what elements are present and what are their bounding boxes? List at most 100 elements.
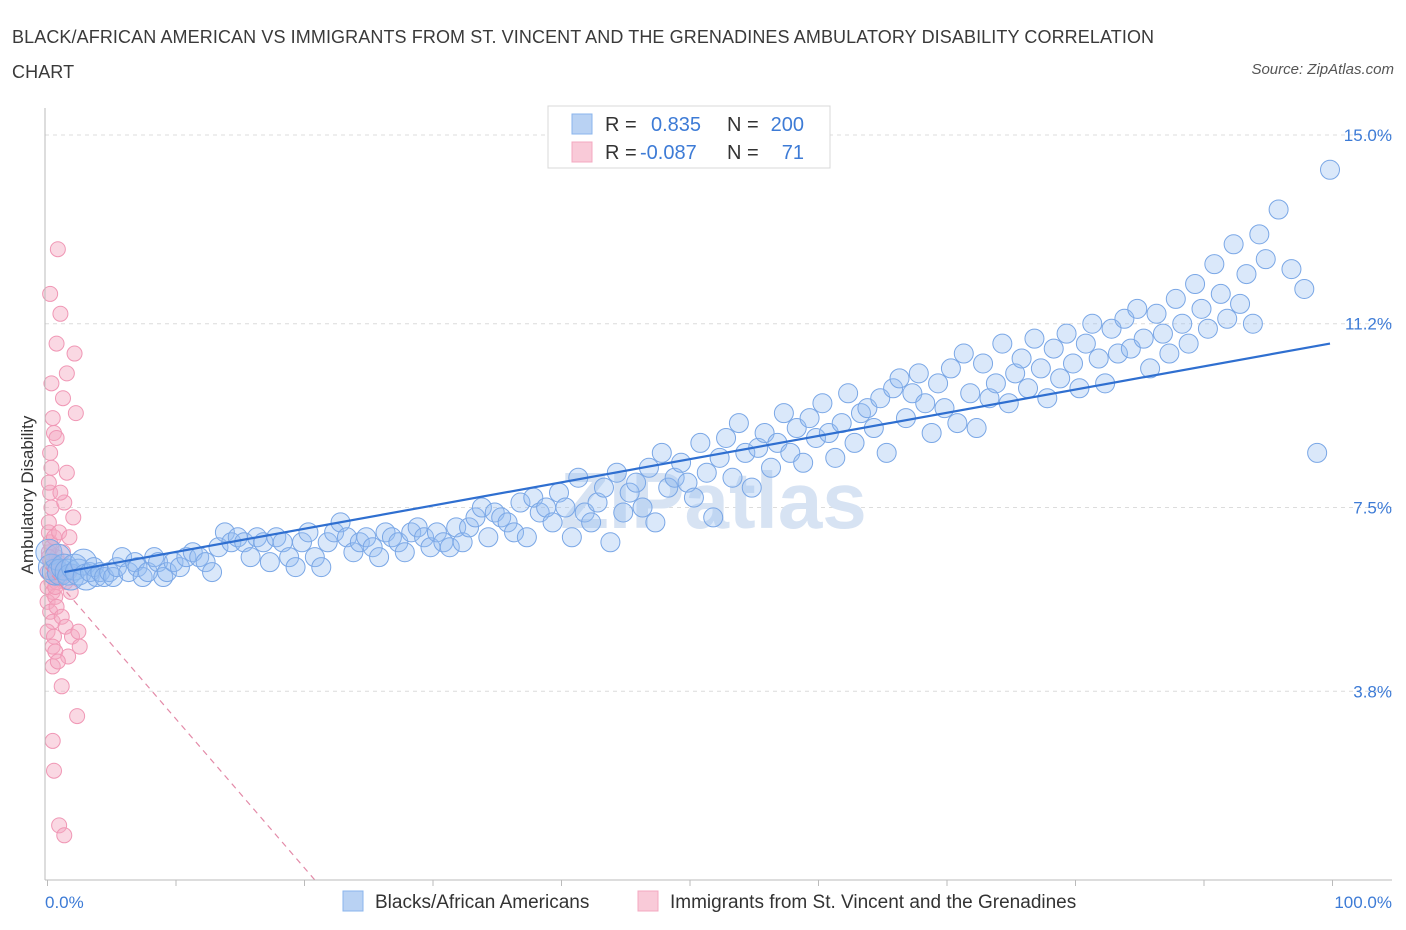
blue-point-107 [658,477,679,498]
correlation-legend: R = 0.835 N = 200 R = -0.087 N = 71 [547,105,831,169]
blue-point-167 [1043,338,1064,359]
blue-point-31 [169,557,190,578]
pink-point-51 [69,708,86,725]
pink-point-66 [70,623,87,640]
blue-series-points [35,159,1340,591]
legend-n-label-1: N = [727,114,759,136]
blue-point-188 [1178,333,1199,354]
y-tick-label-0: 3.8% [1353,682,1392,701]
blue-point-201 [1268,199,1289,220]
blue-point-197 [1236,264,1257,285]
blue-point-196 [1230,293,1251,314]
blue-point-82 [497,512,518,533]
pink-point-32 [53,608,70,625]
blue-point-152 [947,413,968,434]
blue-point-79 [478,527,499,548]
blue-point-116 [716,427,737,448]
blue-point-113 [696,462,717,483]
blue-point-105 [645,512,666,533]
blue-point-60 [356,527,377,548]
pink-series-points [39,241,88,844]
pink-point-61 [67,405,84,422]
blue-point-156 [973,353,994,374]
blue-point-123 [761,457,782,478]
blue-point-195 [1223,234,1244,255]
blue-point-111 [683,487,704,508]
blue-point-136 [844,432,865,453]
legend-swatch-blue [571,113,593,135]
blue-point-154 [960,383,981,404]
pink-point-33 [42,444,59,461]
blue-point-169 [1056,323,1077,344]
blue-point-53 [311,557,332,578]
x-tick-max: 100.0% [1334,893,1392,912]
blue-point-83 [504,522,525,543]
blue-point-54 [317,532,338,553]
blue-point-204 [1307,442,1328,463]
blue-point-71 [426,522,447,543]
blue-point-42 [240,547,261,568]
blue-point-95 [581,512,602,533]
blue-point-155 [966,418,987,439]
blue-point-183 [1146,303,1167,324]
blue-point-48 [279,547,300,568]
blue-point-135 [838,383,859,404]
blue-point-62 [369,547,390,568]
blue-point-76 [459,517,480,538]
series-legend-label-pink: Immigrants from St. Vincent and the Gren… [670,892,1076,913]
pink-point-69 [71,638,88,655]
blue-point-102 [626,472,647,493]
x-tick-min: 0.0% [45,893,84,912]
blue-point-73 [439,537,460,558]
blue-point-115 [709,447,730,468]
legend-r-value-1: 0.835 [651,114,701,136]
blue-point-205 [1320,159,1340,180]
y-tick-label-3: 15.0% [1344,126,1392,145]
pink-point-46 [42,285,59,302]
blue-point-181 [1133,328,1154,349]
blue-point-170 [1063,353,1083,374]
blue-point-199 [1249,224,1270,245]
blue-point-165 [1030,358,1051,379]
legend-n-label-2: N = [727,142,759,164]
blue-point-174 [1088,348,1109,369]
blue-point-153 [953,343,974,364]
pink-point-62 [58,365,75,382]
pink-point-50 [53,678,70,695]
pink-trend-line [44,566,316,881]
blue-point-10 [70,548,98,576]
legend-n-value-2: 71 [782,142,804,164]
pink-point-13 [39,593,56,610]
blue-point-58 [343,542,364,563]
blue-point-203 [1294,278,1315,299]
blue-point-75 [452,532,473,553]
blue-point-202 [1281,259,1302,280]
blue-point-50 [292,532,312,553]
blue-point-89 [542,512,563,533]
blue-point-110 [677,472,698,493]
blue-point-184 [1152,323,1173,344]
blue-point-118 [728,413,749,434]
source-note: Source: ZipAtlas.com [1251,61,1394,78]
blue-point-190 [1191,298,1212,319]
pink-point-60 [48,429,65,446]
pink-point-42 [48,335,65,352]
blue-point-185 [1159,343,1180,364]
blue-point-194 [1217,308,1238,329]
blue-point-106 [651,442,672,463]
pink-point-52 [44,732,61,749]
watermark: ZIPatlas [560,456,867,545]
pink-point-43 [61,529,78,546]
pink-point-40 [43,375,60,392]
blue-point-45 [259,552,280,573]
blue-point-52 [304,547,325,568]
legend-swatch-pink [571,141,593,163]
blue-point-182 [1140,358,1161,379]
blue-point-108 [664,467,685,488]
y-tick-labels: 3.8% 7.5% 11.2% 15.0% [1344,126,1392,701]
pink-point-48 [49,241,66,258]
blue-point-120 [741,477,762,498]
blue-point-164 [1024,328,1045,349]
pink-point-59 [52,484,69,501]
